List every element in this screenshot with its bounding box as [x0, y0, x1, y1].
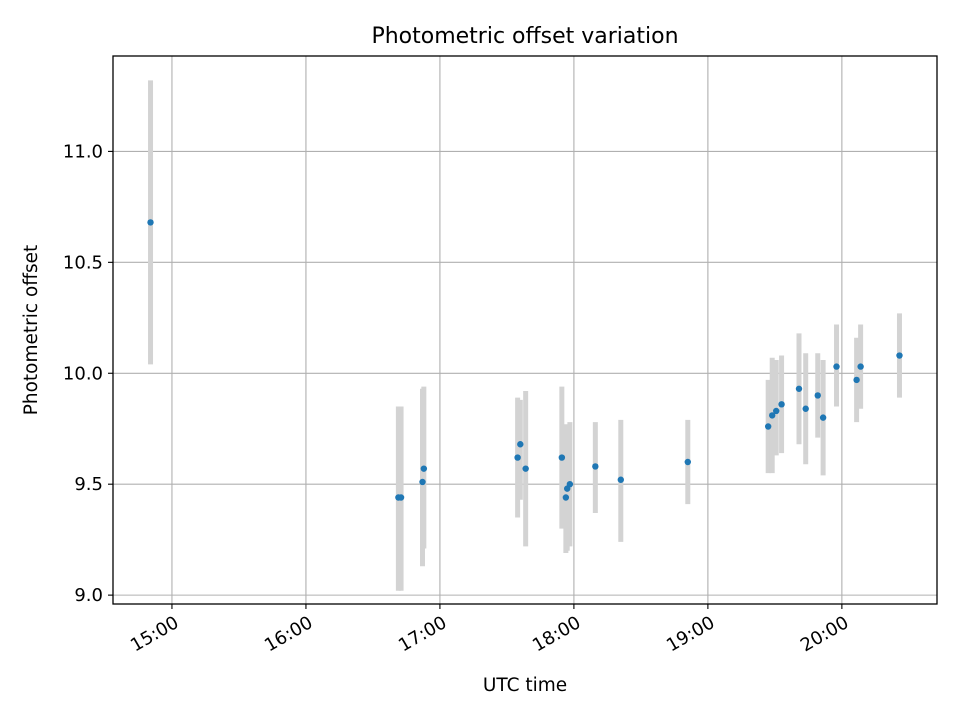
- data-point: [147, 219, 154, 226]
- data-point: [684, 458, 691, 466]
- data-point: [562, 494, 570, 501]
- data-point: [802, 405, 809, 412]
- plot-frame: [112, 55, 938, 605]
- point-layer: [147, 219, 903, 501]
- y-tick-label: 9.5: [74, 474, 103, 495]
- data-point: [566, 480, 574, 488]
- y-tick-label: 10.5: [63, 252, 103, 273]
- y-axis-title: Photometric offset: [21, 245, 42, 416]
- data-point: [853, 376, 860, 384]
- data-point: [795, 385, 803, 392]
- data-point: [773, 407, 780, 415]
- data-point: [819, 414, 827, 421]
- data-point: [420, 465, 428, 472]
- x-axis-title: UTC time: [483, 675, 567, 696]
- y-tick-label: 10.0: [63, 363, 103, 384]
- y-tick-label: 9.0: [74, 585, 103, 606]
- data-point: [419, 478, 426, 486]
- data-point: [517, 441, 524, 448]
- chart-title: Photometric offset variation: [371, 24, 678, 49]
- data-point: [833, 363, 840, 370]
- data-point: [769, 412, 776, 419]
- data-point: [896, 352, 903, 359]
- data-point: [592, 463, 599, 470]
- data-point: [522, 465, 529, 472]
- data-point: [514, 454, 521, 461]
- y-tick-label: 11.0: [63, 141, 103, 162]
- data-point: [814, 392, 821, 399]
- grid-layer: [113, 56, 937, 604]
- data-point: [617, 476, 624, 483]
- data-point: [397, 494, 405, 501]
- data-point: [764, 423, 772, 430]
- data-point: [778, 401, 785, 408]
- data-point: [558, 454, 566, 461]
- data-point: [857, 363, 864, 370]
